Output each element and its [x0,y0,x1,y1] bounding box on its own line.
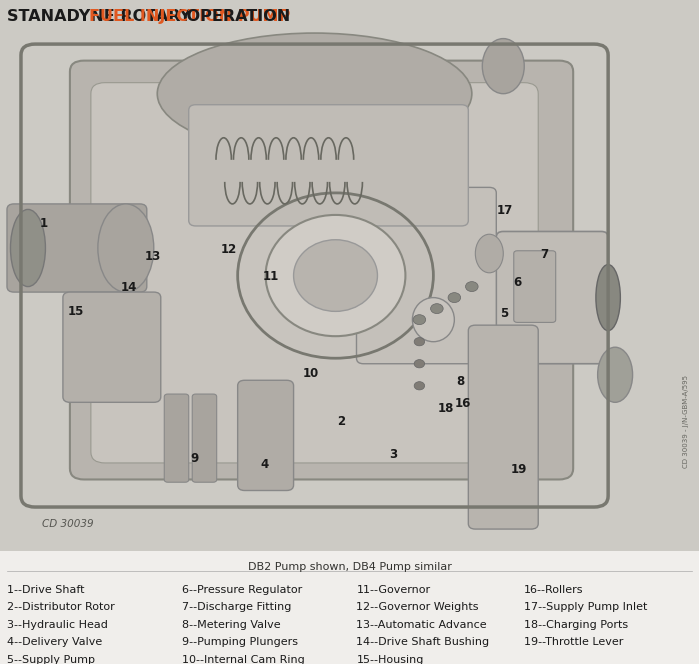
Text: 9--Pumping Plungers: 9--Pumping Plungers [182,637,298,647]
Text: STANADYNE ROTARY: STANADYNE ROTARY [7,9,196,24]
Text: 15: 15 [67,305,84,318]
Text: 18--Charging Ports: 18--Charging Ports [524,620,628,630]
Ellipse shape [598,347,633,402]
Ellipse shape [98,204,154,292]
Ellipse shape [413,315,426,325]
Ellipse shape [414,337,424,346]
FancyBboxPatch shape [192,394,217,482]
Text: 7: 7 [540,248,548,261]
Ellipse shape [466,282,478,291]
Ellipse shape [482,39,524,94]
FancyBboxPatch shape [468,325,538,529]
FancyBboxPatch shape [63,292,161,402]
FancyBboxPatch shape [164,394,189,482]
Text: 6--Pressure Regulator: 6--Pressure Regulator [182,585,302,595]
Text: 2--Distributor Rotor: 2--Distributor Rotor [7,602,115,612]
Text: 11--Governor: 11--Governor [356,585,431,595]
Text: CD 30039 - J/N-GBM-A/595: CD 30039 - J/N-GBM-A/595 [682,375,689,469]
Text: 3: 3 [389,448,397,461]
Ellipse shape [294,240,377,311]
FancyBboxPatch shape [238,380,294,491]
Text: 19: 19 [510,463,527,476]
Ellipse shape [266,215,405,336]
FancyBboxPatch shape [189,105,468,226]
Text: CD 30039: CD 30039 [42,519,94,529]
Text: 1--Drive Shaft: 1--Drive Shaft [7,585,85,595]
Ellipse shape [475,234,503,273]
FancyBboxPatch shape [514,251,556,323]
Text: 12: 12 [221,242,238,256]
FancyBboxPatch shape [356,187,496,364]
Text: 17: 17 [496,204,513,217]
FancyBboxPatch shape [496,232,608,364]
Text: 13: 13 [144,250,161,263]
Text: 13--Automatic Advance: 13--Automatic Advance [356,620,487,630]
Text: 14--Drive Shaft Bushing: 14--Drive Shaft Bushing [356,637,489,647]
Text: 6: 6 [513,276,521,289]
Text: 8--Metering Valve: 8--Metering Valve [182,620,280,630]
Text: 7--Discharge Fitting: 7--Discharge Fitting [182,602,291,612]
Ellipse shape [10,209,45,287]
Text: 10--Internal Cam Ring: 10--Internal Cam Ring [182,655,305,664]
Text: 4--Delivery Valve: 4--Delivery Valve [7,637,102,647]
Ellipse shape [448,293,461,303]
Text: 17--Supply Pump Inlet: 17--Supply Pump Inlet [524,602,648,612]
Text: DB2 Pump shown, DB4 Pump similar: DB2 Pump shown, DB4 Pump similar [247,562,452,572]
Text: 2: 2 [337,415,345,428]
Ellipse shape [414,382,424,390]
Ellipse shape [157,33,472,154]
Text: 11: 11 [263,270,280,283]
Text: 14: 14 [121,281,138,294]
Text: 1: 1 [39,216,48,230]
Text: 8: 8 [456,375,464,388]
FancyBboxPatch shape [7,204,147,292]
Text: 16--Rollers: 16--Rollers [524,585,584,595]
Text: 3--Hydraulic Head: 3--Hydraulic Head [7,620,108,630]
Text: 18: 18 [438,402,454,416]
FancyBboxPatch shape [91,82,538,463]
Ellipse shape [412,297,454,342]
Text: 4: 4 [260,457,268,471]
Ellipse shape [431,303,443,313]
Text: 5: 5 [500,307,509,319]
Text: 12--Governor Weights: 12--Governor Weights [356,602,479,612]
Text: 9: 9 [190,452,199,465]
Text: 16: 16 [454,397,471,410]
Ellipse shape [596,264,621,331]
Ellipse shape [414,360,424,368]
FancyBboxPatch shape [70,60,573,479]
Text: 19--Throttle Lever: 19--Throttle Lever [524,637,624,647]
Text: FUEL INJECTION PUMP: FUEL INJECTION PUMP [89,9,291,24]
Text: 15--Housing: 15--Housing [356,655,424,664]
Text: 10: 10 [303,367,319,380]
Text: 5--Supply Pump: 5--Supply Pump [7,655,95,664]
Text: OPERATION: OPERATION [181,9,290,24]
